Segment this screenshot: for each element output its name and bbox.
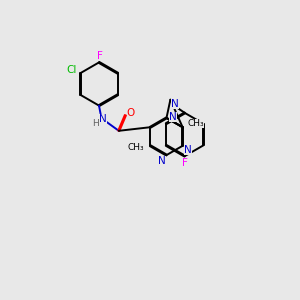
- Text: CH₃: CH₃: [188, 119, 204, 128]
- Text: F: F: [97, 51, 103, 61]
- Text: N: N: [169, 112, 177, 122]
- Text: H: H: [92, 119, 99, 128]
- Text: N: N: [99, 114, 107, 124]
- Text: F: F: [182, 158, 188, 168]
- Text: CH₃: CH₃: [128, 143, 144, 152]
- Text: O: O: [127, 108, 135, 118]
- Text: N: N: [184, 145, 192, 155]
- Text: N: N: [158, 155, 166, 166]
- Text: Cl: Cl: [67, 64, 77, 75]
- Text: N: N: [171, 99, 179, 109]
